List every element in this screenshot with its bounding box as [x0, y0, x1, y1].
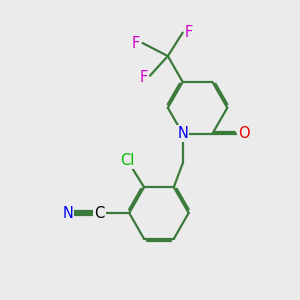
Text: F: F [185, 25, 194, 40]
Text: O: O [238, 126, 250, 141]
Text: C: C [94, 206, 105, 220]
Text: F: F [139, 70, 148, 85]
Text: F: F [132, 35, 140, 50]
Text: Cl: Cl [121, 153, 135, 168]
Text: N: N [177, 126, 188, 141]
Text: N: N [62, 206, 73, 220]
